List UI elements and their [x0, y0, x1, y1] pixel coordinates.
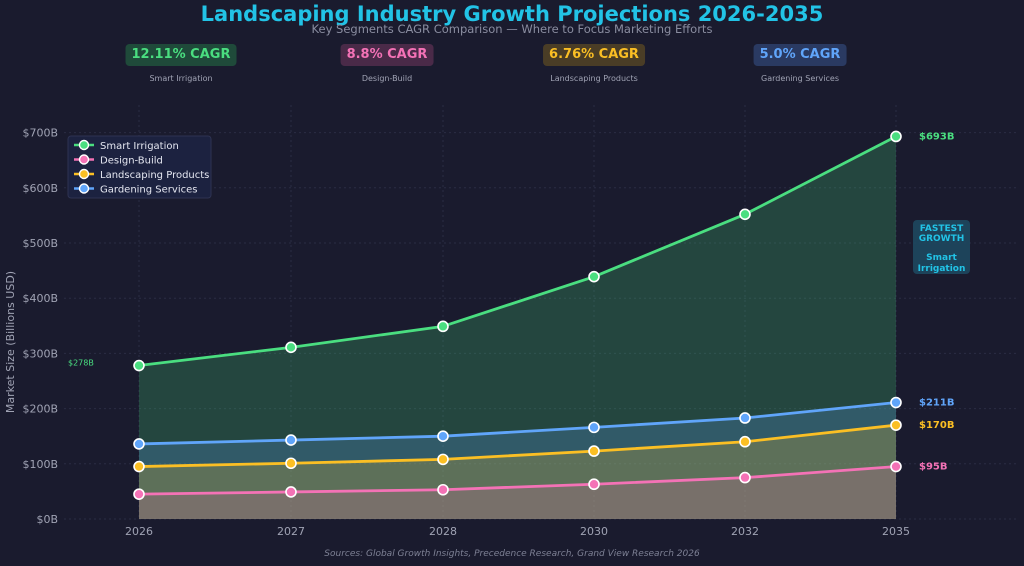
series-area: [139, 402, 896, 519]
x-tick-label: 2027: [277, 525, 305, 538]
y-axis-label: Market Size (Billions USD): [4, 271, 17, 413]
data-point: [437, 320, 449, 333]
x-tick-label: 2026: [125, 525, 153, 538]
data-point: [285, 434, 297, 446]
data-point: [437, 430, 449, 443]
y-tick-label: $100B: [22, 458, 58, 471]
data-point: [890, 130, 902, 143]
callout-text: GROWTH: [919, 234, 965, 244]
data-point: [890, 396, 902, 409]
cagr-label-smart-irrigation: Smart Irrigation: [149, 74, 213, 83]
data-point: [437, 453, 449, 466]
data-point: [133, 460, 145, 473]
legend-label: Landscaping Products: [100, 170, 209, 181]
end-value-label: $693B: [919, 131, 954, 142]
cagr-label-design-build: Design-Build: [361, 74, 413, 83]
series-line: [138, 135, 897, 367]
y-tick-label: $0B: [36, 513, 58, 526]
chart-subtitle: Key Segments CAGR Comparison — Where to …: [311, 22, 713, 36]
data-point: [739, 208, 751, 221]
legend-swatch-marker: [78, 183, 90, 194]
callout-box: [913, 220, 970, 274]
y-tick-label: $700B: [22, 127, 58, 140]
start-value-label: $278B: [68, 359, 94, 368]
legend: Smart Irrigation Design-Build Landscaping …: [67, 135, 212, 199]
end-value-label: $211B: [919, 398, 954, 409]
end-value-label: $170B: [919, 420, 954, 431]
series-line: [138, 401, 897, 446]
data-point: [588, 478, 600, 491]
data-point: [285, 341, 297, 354]
callout-text: FASTEST: [920, 224, 964, 234]
y-tick-label: $300B: [22, 347, 58, 360]
y-tick-label: $400B: [22, 292, 58, 305]
legend-swatch-marker: [78, 139, 90, 151]
legend-swatch-marker: [78, 168, 90, 180]
data-point: [133, 438, 145, 450]
y-tick-label: $600B: [22, 182, 58, 195]
series-area: [139, 425, 896, 519]
data-point: [739, 412, 751, 424]
cagr-label-gardening-services: Gardening Services: [761, 74, 839, 83]
data-point: [739, 435, 751, 448]
cagr-label-landscaping-products: Landscaping Products: [550, 74, 638, 83]
data-point: [890, 460, 902, 473]
source-note: Sources: Global Growth Insights, Precede…: [324, 549, 700, 559]
data-point: [285, 457, 297, 470]
callout-text: Irrigation: [918, 264, 966, 274]
legend-label: Design-Build: [100, 156, 163, 167]
series-line: [138, 423, 897, 468]
cagr-badge-landscaping-products: 6.76% CAGR: [543, 44, 645, 66]
legend-box: [67, 135, 212, 199]
cagr-badge-smart-irrigation: 12.11% CAGR: [125, 44, 237, 66]
legend-label: Smart Irrigation: [100, 141, 179, 152]
y-tick-label: $500B: [22, 237, 58, 250]
cagr-badge-gardening-services: 5.0% CAGR: [753, 44, 847, 66]
series-area: [139, 136, 896, 520]
legend-swatch-marker: [78, 154, 90, 165]
end-value-label: $95B: [919, 462, 948, 473]
data-point: [133, 488, 145, 500]
data-point: [739, 471, 751, 484]
x-tick-label: 2032: [731, 525, 759, 538]
data-point: [588, 445, 600, 457]
series-line: [138, 465, 897, 496]
data-point: [285, 486, 297, 498]
legend-label: Gardening Services: [100, 185, 197, 196]
data-point: [133, 359, 145, 372]
data-point: [890, 419, 902, 431]
chart-title: Landscaping Industry Growth Projections …: [200, 2, 824, 26]
y-tick-label: $200B: [22, 403, 58, 416]
x-tick-label: 2028: [429, 525, 457, 538]
data-point: [588, 421, 600, 434]
cagr-badge-design-build: 8.8% CAGR: [340, 44, 434, 66]
callout-text: Smart: [926, 253, 957, 263]
x-tick-label: 2030: [580, 525, 608, 538]
x-tick-label: 2035: [882, 525, 910, 538]
data-point: [437, 483, 449, 496]
data-point: [588, 270, 600, 283]
